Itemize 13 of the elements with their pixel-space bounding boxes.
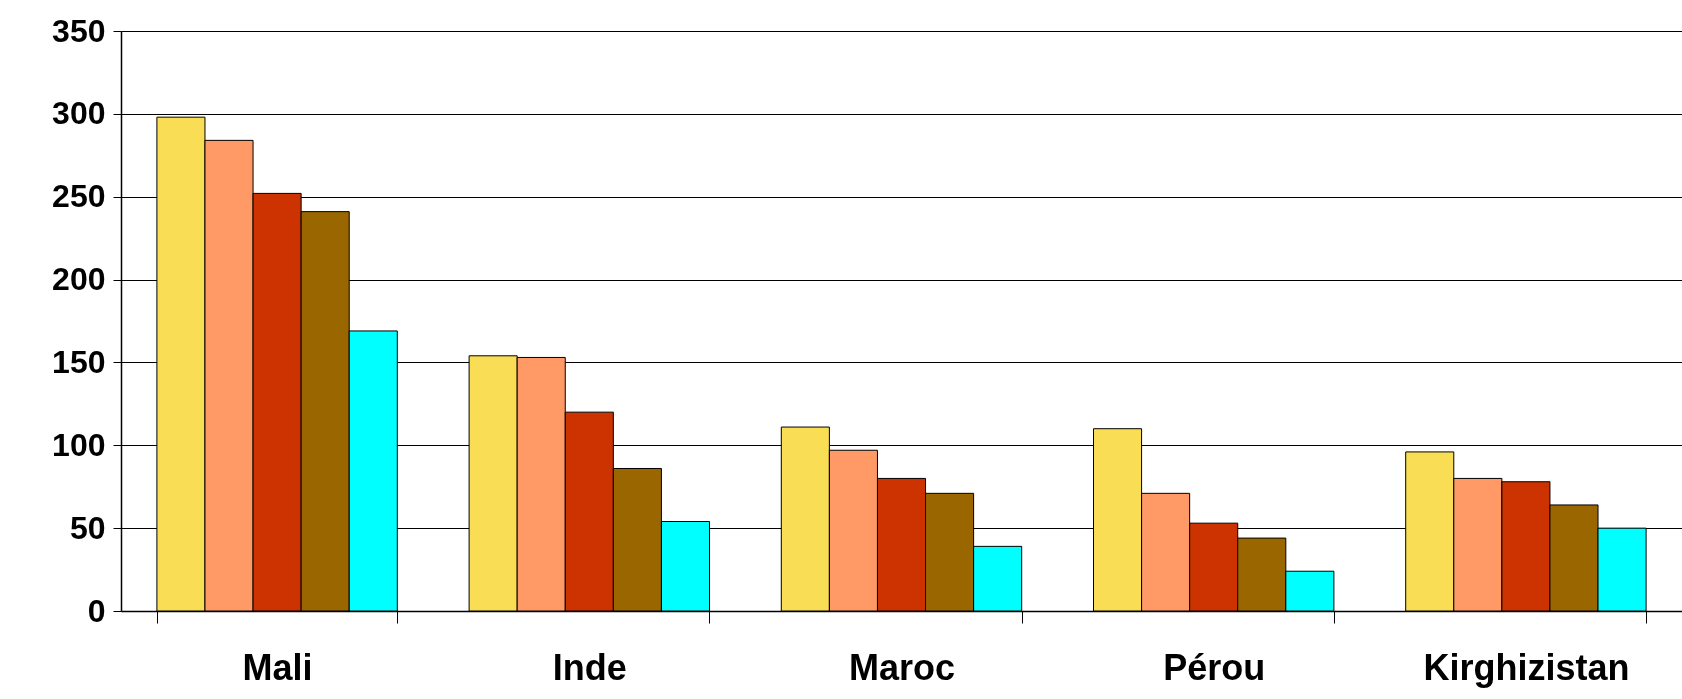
y-tick-label: 50 — [69, 509, 106, 546]
y-tick-label: 200 — [52, 261, 106, 298]
x-tick-label: Maroc — [848, 646, 956, 688]
y-tick-label: 350 — [52, 12, 106, 49]
y-tick-label: 300 — [52, 95, 106, 132]
y-tick-label: 100 — [52, 426, 106, 463]
y-tick-label: 0 — [87, 592, 106, 629]
y-tick-label: 250 — [52, 178, 106, 215]
x-tick-label: Inde — [552, 646, 627, 688]
y-tick-label: 150 — [52, 343, 106, 380]
x-tick-label: Mali — [242, 646, 313, 688]
x-tick-label: Pérou — [1163, 646, 1266, 688]
x-tick-label: Kirghizistan — [1423, 646, 1630, 688]
